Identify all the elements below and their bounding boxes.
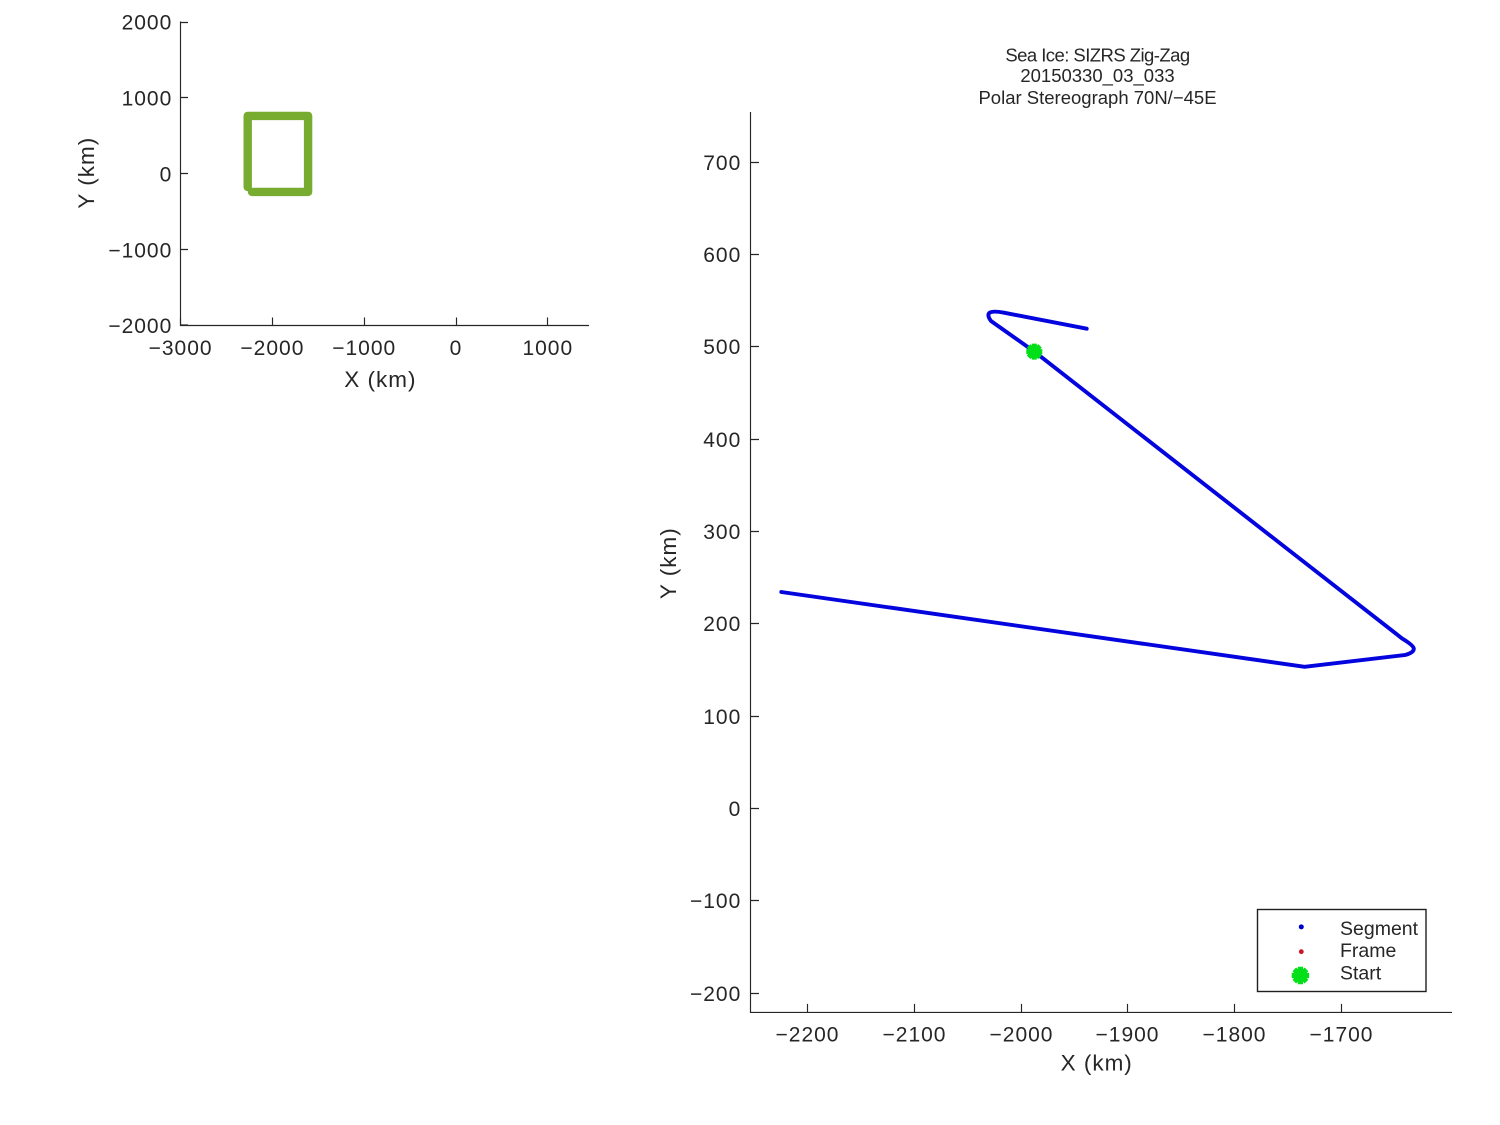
svg-text:200: 200 bbox=[703, 613, 741, 636]
svg-text:2000: 2000 bbox=[122, 12, 173, 35]
svg-text:Start: Start bbox=[1340, 963, 1382, 985]
svg-text:Sea Ice: SIZRS Zig-Zag: Sea Ice: SIZRS Zig-Zag bbox=[1005, 44, 1190, 65]
svg-text:−2100: −2100 bbox=[883, 1024, 947, 1047]
svg-text:−2000: −2000 bbox=[990, 1024, 1054, 1047]
svg-text:0: 0 bbox=[160, 163, 173, 186]
svg-text:−1700: −1700 bbox=[1310, 1024, 1374, 1047]
svg-text:−1900: −1900 bbox=[1096, 1024, 1160, 1047]
svg-text:Polar Stereograph 70N/−45E: Polar Stereograph 70N/−45E bbox=[978, 87, 1216, 108]
svg-text:−2200: −2200 bbox=[776, 1024, 840, 1047]
svg-text:Segment: Segment bbox=[1340, 918, 1419, 940]
svg-text:X (km): X (km) bbox=[1061, 1050, 1133, 1075]
svg-text:400: 400 bbox=[703, 429, 741, 452]
svg-text:500: 500 bbox=[703, 336, 741, 359]
svg-text:−1000: −1000 bbox=[332, 337, 396, 360]
svg-text:−200: −200 bbox=[690, 983, 741, 1006]
svg-text:1000: 1000 bbox=[522, 337, 573, 360]
svg-text:300: 300 bbox=[703, 521, 741, 544]
svg-text:0: 0 bbox=[450, 337, 463, 360]
svg-text:−1000: −1000 bbox=[108, 239, 172, 262]
svg-text:X (km): X (km) bbox=[344, 367, 416, 392]
svg-text:700: 700 bbox=[703, 152, 741, 175]
svg-text:0: 0 bbox=[729, 798, 742, 821]
svg-text:−2000: −2000 bbox=[240, 337, 304, 360]
svg-text:20150330_03_033: 20150330_03_033 bbox=[1020, 65, 1174, 87]
svg-text:−1800: −1800 bbox=[1203, 1024, 1267, 1047]
svg-text:Frame: Frame bbox=[1340, 940, 1396, 962]
svg-text:1000: 1000 bbox=[122, 87, 173, 110]
svg-text:Y (km): Y (km) bbox=[74, 137, 99, 209]
svg-text:−2000: −2000 bbox=[108, 315, 172, 338]
svg-text:600: 600 bbox=[703, 244, 741, 267]
svg-text:100: 100 bbox=[703, 706, 741, 729]
svg-text:−100: −100 bbox=[690, 890, 741, 913]
svg-text:−3000: −3000 bbox=[149, 337, 213, 360]
svg-text:Y (km): Y (km) bbox=[656, 527, 681, 599]
